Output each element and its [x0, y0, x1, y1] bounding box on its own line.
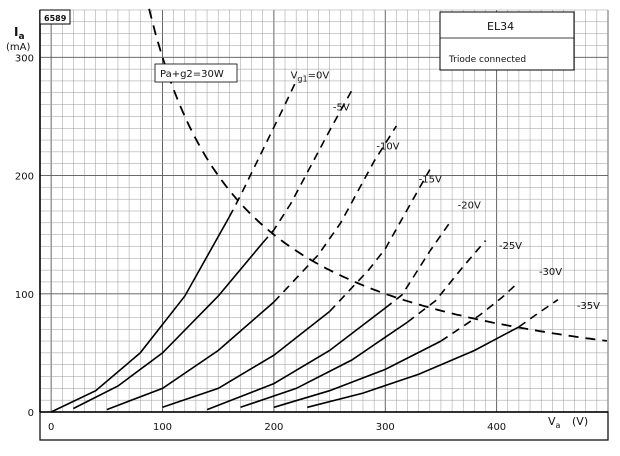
- x-axis-label: Va: [548, 415, 561, 430]
- series-curve-solid-2: [106, 301, 275, 411]
- x-tick-label: 100: [153, 422, 172, 433]
- series-curves: [50, 80, 559, 413]
- figure-code: 6589: [44, 14, 67, 23]
- y-axis-unit: (mA): [6, 42, 30, 53]
- y-tick-label: 200: [15, 172, 34, 183]
- x-axis-subscript: a: [556, 421, 561, 430]
- y-tick-label: 100: [15, 290, 34, 301]
- y-axis-symbol: I: [14, 25, 18, 39]
- series-curve-solid-7: [307, 326, 520, 409]
- tube-info-box: [439, 11, 575, 71]
- series-label-0: Vg1=0V: [291, 71, 330, 84]
- power-label: Pa+g2=30W: [160, 69, 224, 80]
- series-labels: Vg1=0V -5V -10V -15V -20V -25V -30V -35V: [291, 71, 601, 313]
- series-label-1: -5V: [333, 103, 350, 114]
- series-curve-dashed-1: [262, 90, 353, 244]
- y-tick-label: 0: [28, 408, 34, 419]
- series-curve-dashed-0: [228, 80, 297, 218]
- series-label-7: -35V: [577, 301, 600, 312]
- series-label-2: -10V: [376, 142, 399, 153]
- series-curve-solid-5: [240, 321, 408, 409]
- series-curve-dashed-3: [329, 169, 431, 313]
- series-label-4: -20V: [458, 201, 481, 212]
- series-curve-solid-0: [50, 216, 230, 413]
- x-tick-labels: 0 100 200 300 400: [48, 422, 506, 433]
- y-tick-labels: 0 100 200 300: [15, 53, 34, 419]
- figure-code-box: [39, 9, 71, 25]
- series-curve-dashed-5: [407, 240, 487, 323]
- y-axis-subscript: a: [18, 32, 24, 42]
- series-curve-dashed-6: [440, 281, 520, 342]
- y-axis-label: Ia: [14, 25, 25, 42]
- series-label-6: -30V: [539, 267, 562, 278]
- tube-type-label: EL34: [487, 20, 514, 33]
- x-axis-symbol: V: [548, 415, 556, 428]
- series-curve-dashed-4: [384, 218, 453, 309]
- series-curve-solid-4: [206, 307, 386, 411]
- series-curve-dashed-2: [273, 125, 398, 303]
- x-tick-label: 300: [376, 422, 395, 433]
- series-curve-solid-1: [73, 242, 264, 410]
- power-dissipation-curve: [148, 8, 608, 342]
- series-curve-solid-6: [273, 340, 442, 409]
- x-tick-label: 0: [48, 422, 54, 433]
- x-axis-unit: (V): [572, 415, 588, 428]
- series-label-3: -15V: [419, 175, 442, 186]
- series-curve-solid-3: [162, 310, 331, 409]
- x-tick-label: 200: [264, 422, 283, 433]
- x-axis-label-strip: [39, 411, 609, 441]
- series-curve-dashed-7: [518, 299, 559, 328]
- series-label-5: -25V: [499, 241, 522, 252]
- x-tick-label: 400: [487, 422, 506, 433]
- power-label-box: [154, 63, 238, 83]
- connection-note: Triode connected: [448, 55, 526, 65]
- y-tick-label: 300: [15, 53, 34, 64]
